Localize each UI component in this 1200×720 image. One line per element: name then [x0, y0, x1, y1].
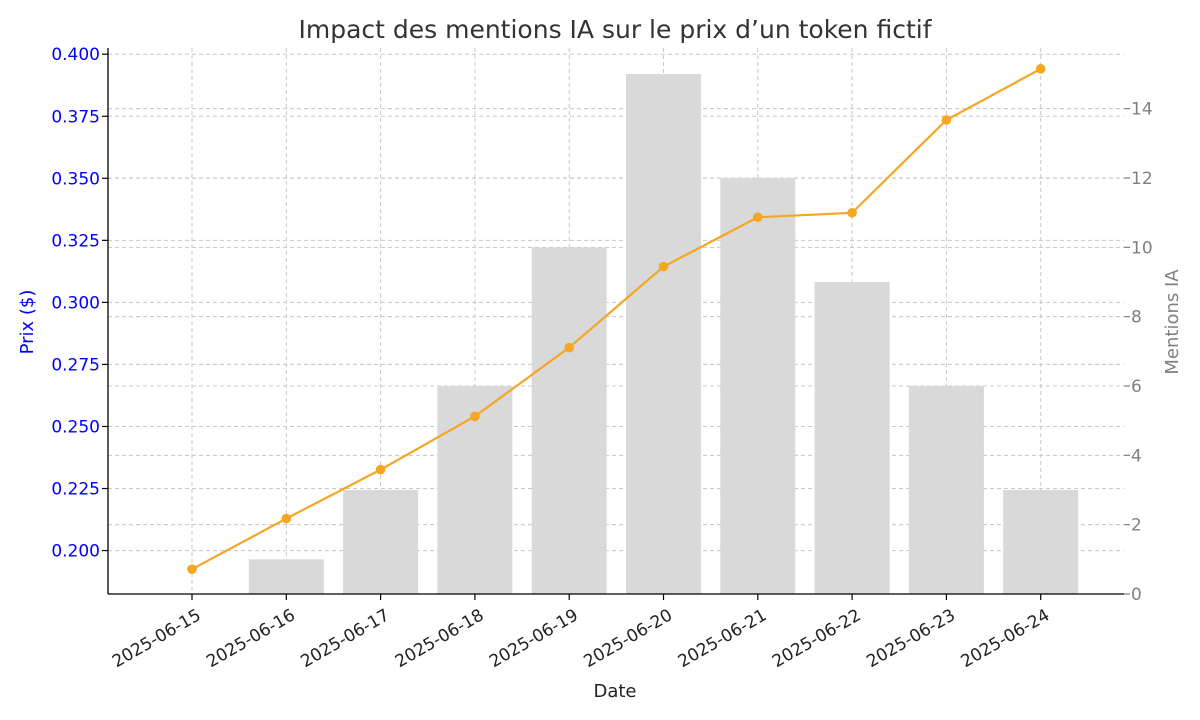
y-left-tick-label: 0.200 [51, 542, 100, 562]
y-right-tick-labels: 0 2 4 6 8 10 12 14 [1124, 100, 1153, 605]
x-tick-label: 2025-06-24 [958, 605, 1054, 672]
y-right-axis-label: Mentions IA [1162, 269, 1183, 375]
x-tick-label: 2025-06-15 [109, 605, 205, 672]
x-tick-label: 2025-06-20 [580, 605, 676, 672]
x-tick-label: 2025-06-22 [769, 605, 865, 672]
price-point [658, 261, 669, 272]
x-axis-label: Date [593, 681, 636, 702]
mentions-bar [814, 282, 890, 594]
price-point [753, 212, 763, 223]
x-tick-label: 2025-06-23 [863, 605, 959, 672]
y-left-tick-label: 0.250 [51, 417, 100, 437]
y-right-tick-label: 8 [1131, 308, 1142, 328]
mentions-bar [720, 178, 796, 594]
mentions-bar [1003, 490, 1079, 594]
mentions-bar [343, 490, 419, 594]
mentions-bar [248, 559, 324, 594]
chart-title: Impact des mentions IA sur le prix d’un … [298, 15, 932, 44]
x-tick-label: 2025-06-16 [203, 605, 299, 672]
price-line [191, 67, 1042, 571]
y-right-tick-label: 2 [1131, 516, 1142, 536]
price-point [281, 513, 292, 524]
x-tick-label: 2025-06-19 [486, 605, 582, 672]
price-line-layer [187, 64, 1046, 574]
mentions-bar [531, 247, 607, 595]
y-left-tick-label: 0.400 [51, 45, 100, 65]
y-right-tick-label: 0 [1131, 585, 1142, 605]
x-tick-labels: 2025-06-152025-06-162025-06-172025-06-18… [109, 594, 1053, 672]
price-point [564, 342, 574, 353]
y-left-tick-label: 0.375 [51, 107, 100, 127]
x-tick-label: 2025-06-21 [675, 605, 771, 672]
price-point [1035, 64, 1046, 74]
y-right-tick-label: 12 [1131, 169, 1153, 189]
price-point [375, 464, 386, 475]
y-left-tick-label: 0.225 [51, 480, 100, 500]
y-left-tick-labels: 0.200 0.225 0.250 0.275 0.300 0.325 0.350 0.375… [51, 45, 108, 562]
y-left-tick-label: 0.325 [51, 231, 100, 251]
price-point [847, 207, 857, 218]
y-left-tick-label: 0.275 [51, 355, 100, 375]
price-point [187, 564, 197, 574]
bars [248, 74, 1079, 595]
y-right-tick-label: 10 [1131, 238, 1153, 258]
x-tick-label: 2025-06-17 [298, 605, 394, 672]
mentions-bar [626, 74, 701, 594]
price-point [941, 115, 952, 125]
y-left-axis-label: Prix ($) [17, 290, 38, 355]
y-right-tick-label: 4 [1131, 446, 1142, 466]
x-tick-label: 2025-06-18 [392, 605, 488, 672]
axes [107, 48, 1124, 595]
y-left-tick-label: 0.350 [51, 169, 100, 189]
price-point [470, 411, 480, 422]
mentions-bar [908, 386, 984, 594]
y-left-tick-label: 0.300 [51, 293, 100, 313]
y-right-tick-label: 6 [1131, 377, 1142, 397]
y-right-tick-label: 14 [1131, 100, 1153, 120]
